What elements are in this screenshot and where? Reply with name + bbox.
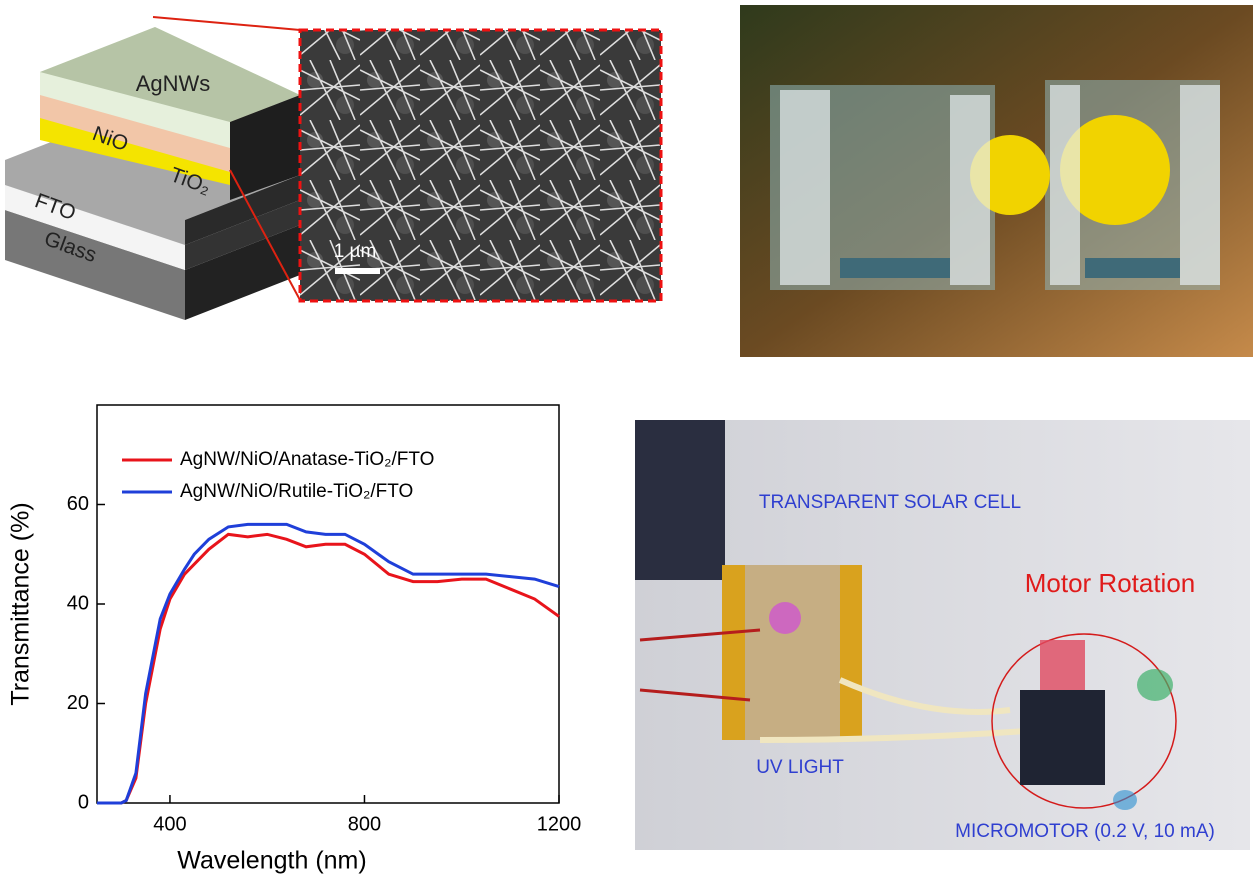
series-line — [97, 522, 560, 805]
legend-label: AgNW/NiO/Anatase-TiO₂/FTO — [180, 449, 434, 470]
series-line — [97, 532, 560, 805]
layer-schematic: AgNWs NiO TiO₂ FTO Glass — [5, 16, 301, 320]
x-axis-label: Wavelength (nm) — [177, 847, 366, 875]
photo-label: UV LIGHT — [756, 757, 844, 778]
device-photo — [740, 5, 1253, 357]
y-tick-label: 60 — [67, 493, 89, 515]
y-tick-label: 20 — [67, 692, 89, 714]
sem-image: 1 µm — [298, 28, 663, 303]
scale-bar-label: 1 µm — [334, 241, 377, 262]
scale-bar — [335, 268, 380, 274]
x-tick-label: 400 — [153, 813, 186, 835]
y-tick-label: 40 — [67, 592, 89, 614]
legend-label: AgNW/NiO/Rutile-TiO₂/FTO — [180, 481, 413, 502]
photo-label: MICROMOTOR (0.2 V, 10 mA) — [955, 821, 1215, 842]
y-tick-label: 0 — [78, 791, 89, 813]
photo-label: Motor Rotation — [1025, 568, 1196, 598]
x-tick-label: 800 — [348, 813, 381, 835]
demo-photo: TRANSPARENT SOLAR CELL Motor Rotation UV… — [635, 420, 1250, 850]
x-tick-label: 1200 — [537, 813, 582, 835]
transmittance-chart: Wavelength (nm) Transmittance (%) 400 800… — [7, 404, 582, 875]
layer-label: AgNWs — [136, 71, 211, 96]
y-axis-label: Transmittance (%) — [7, 502, 35, 705]
photo-label: TRANSPARENT SOLAR CELL — [759, 492, 1021, 513]
